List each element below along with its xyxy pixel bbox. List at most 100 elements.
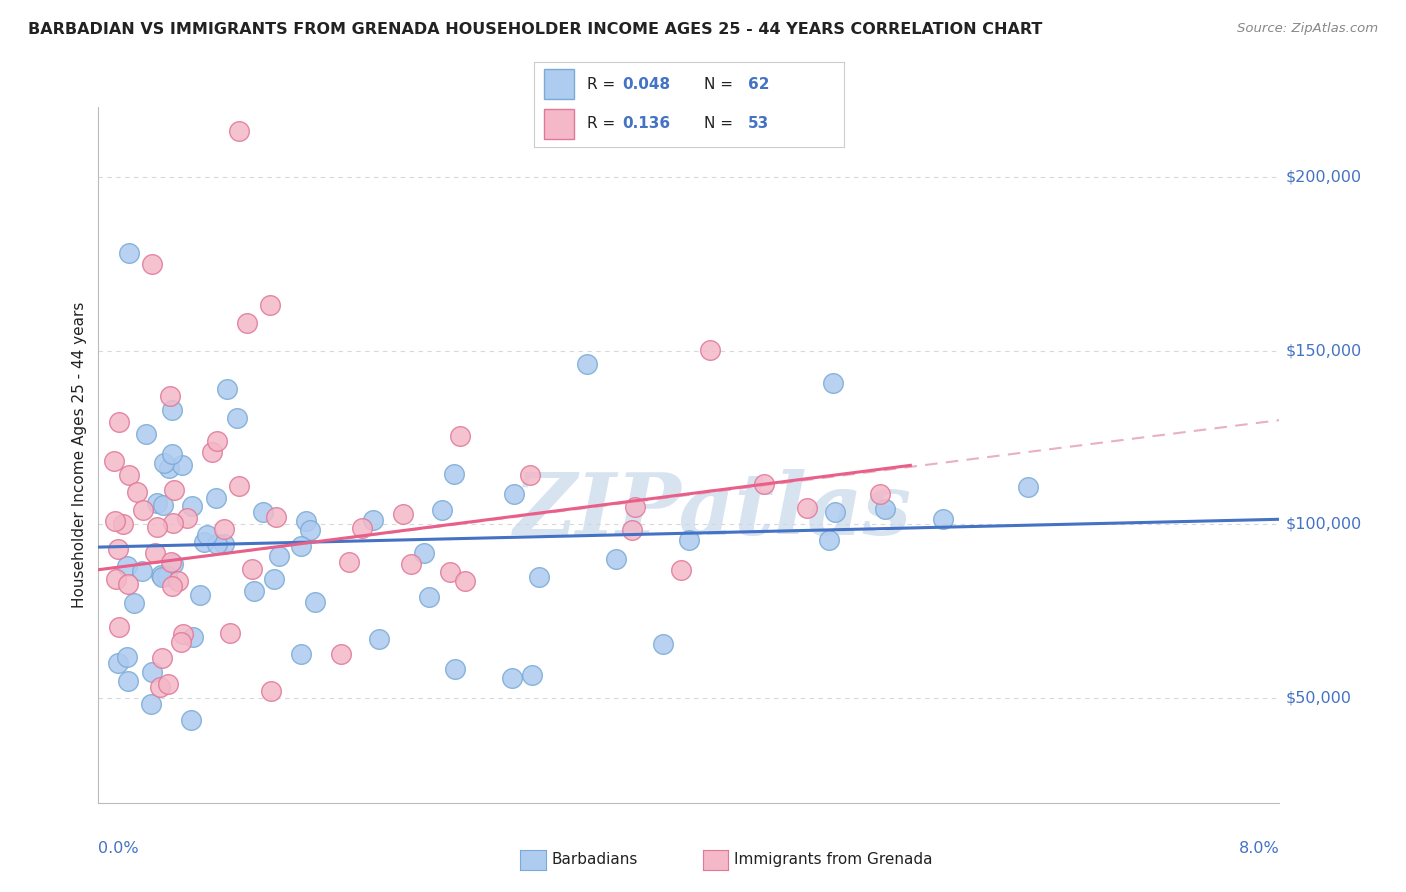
- Text: 0.0%: 0.0%: [98, 841, 139, 856]
- Point: [875, 502, 897, 516]
- Text: $100,000: $100,000: [1285, 517, 1361, 532]
- Point: [264, 509, 287, 524]
- Point: [172, 458, 194, 472]
- Point: [207, 434, 229, 449]
- Text: 0.136: 0.136: [623, 116, 671, 131]
- Text: Source: ZipAtlas.com: Source: ZipAtlas.com: [1237, 22, 1378, 36]
- Point: [162, 557, 184, 571]
- Point: [527, 570, 550, 584]
- Point: [260, 684, 283, 698]
- Text: 53: 53: [748, 116, 769, 131]
- Text: R =: R =: [586, 116, 620, 131]
- Text: $150,000: $150,000: [1285, 343, 1361, 358]
- Point: [201, 444, 224, 458]
- Point: [141, 665, 163, 680]
- Point: [172, 627, 194, 641]
- Point: [156, 569, 179, 583]
- Text: 8.0%: 8.0%: [1239, 841, 1279, 856]
- Text: Barbadians: Barbadians: [551, 853, 637, 867]
- Point: [263, 572, 285, 586]
- Point: [269, 549, 291, 563]
- Point: [620, 523, 643, 537]
- Point: [361, 513, 384, 527]
- Point: [501, 671, 523, 685]
- Point: [149, 681, 172, 695]
- Point: [212, 522, 235, 536]
- Point: [754, 477, 776, 491]
- Point: [115, 559, 138, 574]
- Point: [181, 630, 204, 644]
- Point: [823, 376, 845, 391]
- Point: [294, 514, 316, 528]
- Point: [188, 588, 211, 602]
- Point: [131, 564, 153, 578]
- Point: [330, 648, 353, 662]
- Point: [623, 500, 645, 514]
- Text: N =: N =: [704, 116, 738, 131]
- Point: [678, 533, 700, 548]
- Text: N =: N =: [704, 77, 738, 92]
- Point: [240, 561, 263, 575]
- Point: [818, 533, 841, 547]
- Point: [146, 520, 169, 534]
- Point: [104, 572, 127, 586]
- Point: [195, 528, 218, 542]
- Point: [439, 565, 461, 579]
- Point: [252, 505, 274, 519]
- Point: [150, 651, 173, 665]
- Point: [176, 510, 198, 524]
- Point: [135, 427, 157, 442]
- Point: [671, 563, 693, 577]
- Text: R =: R =: [586, 77, 620, 92]
- Text: 62: 62: [748, 77, 769, 92]
- Point: [162, 516, 184, 530]
- Point: [107, 415, 129, 429]
- Point: [392, 507, 415, 521]
- Point: [107, 657, 129, 671]
- Point: [103, 453, 125, 467]
- Point: [651, 637, 673, 651]
- Point: [214, 537, 236, 551]
- Point: [162, 579, 183, 593]
- Point: [111, 516, 134, 531]
- Point: [259, 298, 281, 312]
- Point: [576, 357, 599, 371]
- Point: [522, 668, 544, 682]
- Point: [117, 576, 139, 591]
- Point: [869, 487, 891, 501]
- Point: [298, 524, 321, 538]
- Y-axis label: Householder Income Ages 25 - 44 years: Householder Income Ages 25 - 44 years: [72, 301, 87, 608]
- Text: 0.048: 0.048: [623, 77, 671, 92]
- Point: [150, 570, 173, 584]
- Point: [141, 256, 163, 270]
- Point: [180, 713, 202, 727]
- Point: [413, 546, 436, 560]
- Point: [228, 124, 250, 138]
- Point: [337, 555, 360, 569]
- Text: BARBADIAN VS IMMIGRANTS FROM GRENADA HOUSEHOLDER INCOME AGES 25 - 44 YEARS CORRE: BARBADIAN VS IMMIGRANTS FROM GRENADA HOU…: [28, 22, 1042, 37]
- Point: [166, 574, 188, 588]
- Point: [160, 555, 183, 569]
- Text: Immigrants from Grenada: Immigrants from Grenada: [734, 853, 932, 867]
- Point: [143, 546, 166, 560]
- Point: [215, 382, 238, 396]
- Point: [418, 590, 440, 604]
- Point: [139, 697, 162, 711]
- Point: [304, 595, 326, 609]
- Point: [228, 479, 250, 493]
- Point: [796, 501, 818, 516]
- Point: [153, 457, 176, 471]
- Point: [115, 650, 138, 665]
- Point: [290, 539, 312, 553]
- Point: [824, 505, 846, 519]
- Point: [157, 460, 180, 475]
- Point: [367, 632, 389, 647]
- Point: [193, 535, 215, 549]
- Point: [124, 596, 146, 610]
- Point: [180, 500, 202, 514]
- Text: ZIPatlas: ZIPatlas: [513, 469, 911, 552]
- Point: [236, 316, 259, 330]
- FancyBboxPatch shape: [544, 70, 575, 99]
- Point: [162, 403, 184, 417]
- Point: [118, 467, 141, 482]
